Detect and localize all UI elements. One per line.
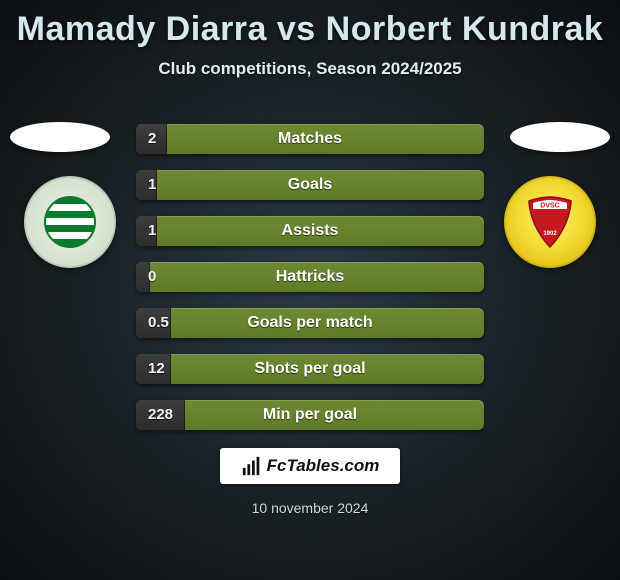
club-right-shield: DVSC 1902 (525, 195, 575, 249)
stat-row: 12 Shots per goal (136, 354, 484, 384)
stat-label: Assists (136, 216, 484, 246)
stat-label: Goals per match (136, 308, 484, 338)
brand-badge[interactable]: FcTables.com (220, 448, 400, 484)
stat-row: 1 Assists (136, 216, 484, 246)
club-right-badge: DVSC 1902 (504, 176, 596, 268)
stat-row: 0 Hattricks (136, 262, 484, 292)
club-right-text: DVSC (540, 203, 559, 210)
page-title: Mamady Diarra vs Norbert Kundrak (0, 0, 620, 49)
stat-row: 2 Matches (136, 124, 484, 154)
brand-text: FcTables.com (267, 456, 380, 476)
stat-label: Matches (136, 124, 484, 154)
stat-row: 0.5 Goals per match (136, 308, 484, 338)
club-left-stripes (44, 196, 96, 248)
stat-row: 1 Goals (136, 170, 484, 200)
stats-bars: 2 Matches 1 Goals 1 Assists 0 Hattricks … (136, 124, 484, 446)
flag-right-oval (510, 122, 610, 152)
subtitle: Club competitions, Season 2024/2025 (0, 59, 620, 79)
stat-row: 228 Min per goal (136, 400, 484, 430)
club-right-year: 1902 (543, 231, 557, 237)
flag-left-oval (10, 122, 110, 152)
stat-label: Hattricks (136, 262, 484, 292)
stat-label: Goals (136, 170, 484, 200)
stat-label: Shots per goal (136, 354, 484, 384)
brand-bars-icon (241, 455, 263, 477)
stat-label: Min per goal (136, 400, 484, 430)
club-left-badge (24, 176, 116, 268)
date-text: 10 november 2024 (0, 500, 620, 516)
